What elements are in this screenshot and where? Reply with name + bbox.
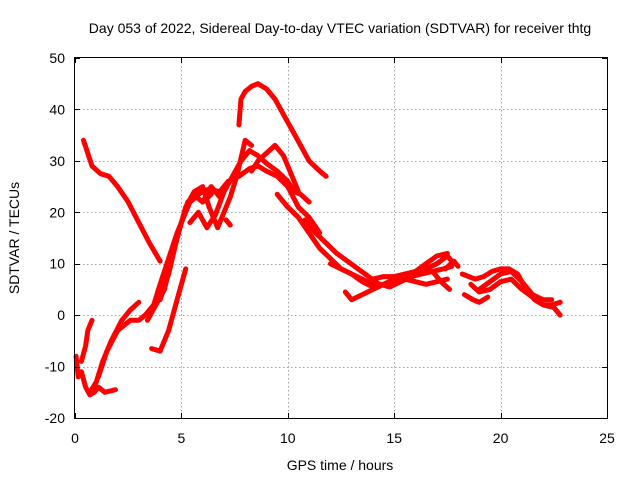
series-group xyxy=(73,81,563,398)
x-axis-label: GPS time / hours xyxy=(287,457,394,473)
y-tick-label: 50 xyxy=(49,50,65,66)
series-line-arc9 xyxy=(187,148,312,231)
chart-title: Day 053 of 2022, Sidereal Day-to-day VTE… xyxy=(89,20,591,36)
y-tick-label: 30 xyxy=(49,153,65,169)
series-line-arc18 xyxy=(370,253,457,282)
series-line-arc2 xyxy=(73,353,118,398)
series-line-arc20 xyxy=(430,268,452,292)
series-line-arc12 xyxy=(236,81,329,179)
y-tick-label: 10 xyxy=(49,256,65,272)
x-tick-label: 10 xyxy=(280,430,296,446)
plot-frame xyxy=(74,57,608,419)
ticks xyxy=(75,58,608,419)
grid xyxy=(75,58,607,418)
series-line-arc19 xyxy=(442,258,461,272)
x-tick-label: 5 xyxy=(178,430,186,446)
tick-labels: 0 5 10 15 20 25 -20 -10 0 10 20 30 40 50 xyxy=(45,50,615,446)
series-line-arc10 xyxy=(200,178,231,205)
x-tick-label: 15 xyxy=(386,430,402,446)
series-line-arc23 xyxy=(468,276,563,318)
series-line-arc1 xyxy=(81,137,163,264)
x-tick-label: 20 xyxy=(493,430,509,446)
series-line-arc16 xyxy=(327,261,376,287)
series-line-arc11 xyxy=(223,217,233,228)
series-line-arc8 xyxy=(157,137,255,303)
y-tick-label: -10 xyxy=(45,359,65,375)
y-axis-label: SDTVAR / TECUs xyxy=(6,182,22,294)
series-line-arc24 xyxy=(476,268,555,303)
y-tick-label: 0 xyxy=(57,307,65,323)
x-tick-label: 0 xyxy=(71,430,79,446)
series-line-arc22 xyxy=(461,292,491,305)
series-line-arc3 xyxy=(78,317,95,364)
series-line-arc13 xyxy=(249,142,301,195)
series-line-arc17 xyxy=(342,276,450,303)
y-tick-label: 40 xyxy=(49,101,65,117)
series-line-arc7 xyxy=(149,266,189,354)
y-tick-label: 20 xyxy=(49,204,65,220)
x-tick-label: 25 xyxy=(599,430,615,446)
y-tick-label: -20 xyxy=(45,410,65,426)
